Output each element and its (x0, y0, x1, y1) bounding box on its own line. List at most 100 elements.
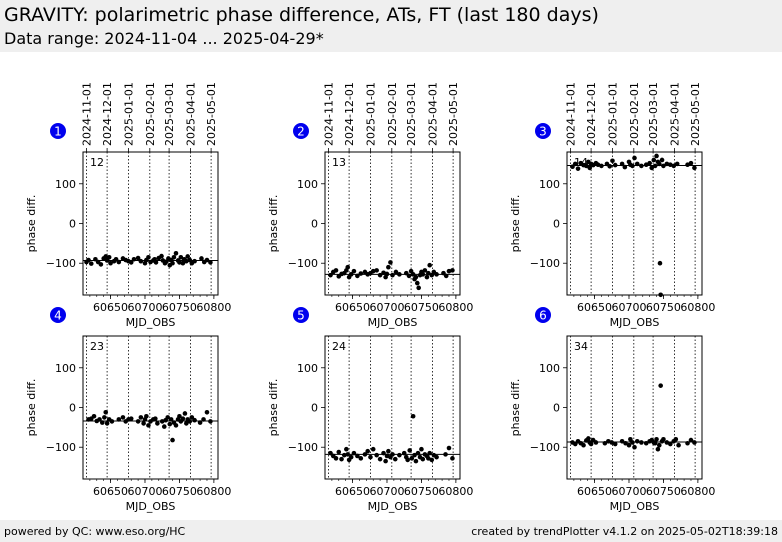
panel-3-date-label-4: 2025-03-01 (647, 82, 660, 146)
panel-3-data-point-18 (622, 164, 628, 170)
panel-1-x-tick-label-1: 60700 (127, 301, 162, 314)
panel-5-data-point-35 (415, 450, 421, 456)
panel-1-data-point-1 (86, 257, 91, 263)
panel-3-x-tick-label-3: 60800 (680, 301, 715, 314)
panel-4-x-tick-label-1: 60700 (127, 485, 162, 498)
panel-6-data-point-29 (655, 446, 661, 452)
panel-3-x-tick-label-0: 60650 (577, 301, 612, 314)
panel-5-data-point-11 (355, 453, 360, 459)
panel-5-data-point-42 (427, 450, 432, 456)
panel-4-data-point-27 (161, 424, 167, 429)
panel-1-data-point-13 (116, 259, 122, 265)
panel-1-plot-frame (82, 151, 219, 296)
panel-1-data-point-2 (88, 261, 94, 266)
panel-3-data-point-28 (651, 157, 657, 163)
panel-5-y-tick-label-1: 0 (311, 402, 318, 415)
panel-2-data-point-39 (424, 274, 430, 280)
panel-6-data-point-6 (586, 436, 591, 441)
panel-6-data-point-31 (658, 383, 663, 388)
panel-1-baseline-label: 12 (90, 156, 104, 169)
panel-6-x-tick-label-3: 60800 (680, 485, 715, 498)
data-range-subtitle: Data range: 2024-11-04 ... 2025-04-29* (4, 29, 324, 48)
panel-6-data-point-14 (612, 441, 618, 447)
panel-2-data-point-24 (390, 272, 395, 278)
panel-1-date-label-5: 2025-04-01 (184, 82, 197, 146)
panel-6-data-point-30 (656, 442, 662, 448)
panel-4-data-point-36 (177, 413, 182, 419)
panel-5-data-point-47 (446, 445, 452, 451)
panel-4-x-axis-title: MJD_OBS (126, 500, 176, 513)
panel-6-data-point-15 (619, 438, 625, 444)
panel-1-data-point-38 (173, 250, 179, 256)
panel-6-data-point-38 (676, 442, 681, 448)
panel-4-data-point-48 (208, 419, 213, 424)
panel-3-data-point-1 (572, 161, 578, 167)
panel-2-data-point-23 (388, 260, 393, 265)
panel-3-data-point-25 (643, 162, 649, 168)
panel-4-data-point-21 (146, 423, 151, 428)
panel-2-data-point-26 (397, 272, 402, 277)
panel-3-y-tick-label-2: −100 (530, 257, 560, 270)
panel-2-data-point-34 (416, 285, 421, 291)
panel-4-baseline-label: 23 (90, 340, 104, 353)
panel-4-data-point-16 (135, 419, 141, 424)
panel-1-data-point-48 (192, 258, 197, 264)
panel-3-date-label-6: 2025-05-01 (689, 82, 702, 146)
panel-2-data-point-48 (450, 268, 455, 273)
panel-5-data-point-16 (370, 446, 376, 452)
panel-6-data-point-19 (630, 440, 635, 445)
panel-2-x-axis-title: MJD_OBS (368, 316, 418, 329)
panel-3-date-label-2: 2025-01-01 (606, 82, 619, 146)
panel-4-data-point-25 (155, 421, 160, 426)
panel-3-data-point-30 (654, 153, 659, 159)
panel-4-data-point-15 (128, 416, 134, 421)
panel-2-y-tick-label-2: −100 (288, 257, 318, 270)
panel-4-data-point-6 (102, 415, 107, 420)
panel-2-data-point-18 (377, 272, 383, 278)
panel-4-data-point-11 (116, 417, 122, 422)
panel-4-data-point-38 (180, 416, 186, 421)
panel-5-data-point-6 (344, 446, 349, 452)
panel-4-data-point-10 (109, 419, 115, 424)
panel-5-data-point-48 (450, 456, 455, 461)
panel-5-badge-number: 5 (297, 309, 305, 323)
panel-6-data-point-11 (602, 440, 608, 446)
panel-1-data-point-49 (199, 256, 204, 261)
panel-3-data-point-7 (587, 165, 593, 171)
panel-2-data-point-41 (427, 262, 432, 268)
panel-1-data-point-17 (128, 260, 134, 265)
panel-3-data-point-21 (630, 163, 635, 169)
panel-1-data-point-52 (208, 260, 213, 265)
panel-3-date-label-0: 2024-11-01 (564, 82, 577, 146)
panel-3-data-point-22 (632, 155, 637, 161)
panel-4-data-point-44 (192, 417, 197, 423)
panel-1-date-label-2: 2025-01-01 (122, 82, 135, 146)
panel-1-x-tick-label-0: 60650 (93, 301, 128, 314)
panel-4-data-point-24 (153, 416, 158, 421)
panel-2-data-point-40 (426, 270, 431, 276)
panel-1-y-tick-label-2: −100 (46, 257, 76, 270)
panel-2-badge-number: 2 (297, 125, 305, 139)
panel-3-data-point-32 (656, 161, 662, 167)
panel-2-data-point-16 (370, 268, 376, 274)
panel-1-y-axis-title: phase diff. (25, 195, 38, 253)
panel-2-data-point-17 (374, 268, 379, 273)
panel-6-data-point-39 (685, 440, 690, 446)
panel-6-data-point-40 (688, 437, 694, 443)
panel-1-data-point-27 (153, 260, 159, 265)
header-bar: GRAVITY: polarimetric phase difference, … (0, 0, 782, 52)
panel-1-date-label-4: 2025-03-01 (163, 82, 176, 146)
panel-2-data-point-32 (413, 274, 419, 280)
panel-1-data-point-41 (178, 254, 184, 260)
panel-5-data-point-18 (377, 456, 383, 462)
panel-1-data-point-18 (131, 256, 137, 262)
panel-5-data-point-46 (443, 452, 448, 457)
panel-3-data-point-26 (647, 160, 652, 166)
panel-6-data-point-20 (632, 444, 637, 450)
panel-1-data-point-36 (170, 260, 175, 266)
panel-5-badge-circle (293, 307, 309, 323)
panel-4-data-point-45 (197, 420, 203, 425)
panel-3-data-point-17 (619, 161, 625, 167)
panel-2-date-label-3: 2025-02-01 (386, 82, 399, 146)
